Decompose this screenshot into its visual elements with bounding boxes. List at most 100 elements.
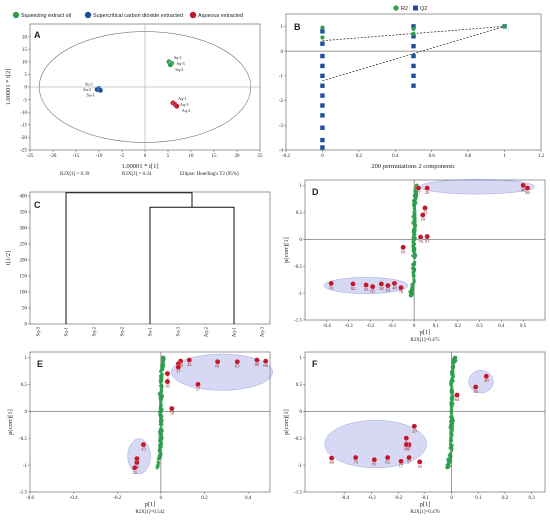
variable-point <box>449 383 453 387</box>
highlight-point <box>520 182 526 189</box>
highlight-point-label: 82 <box>385 460 390 465</box>
y-tick-label: -0.5 <box>19 437 27 442</box>
legend-aq-label: Aqueous extracted <box>198 13 243 19</box>
q2-point <box>411 24 416 29</box>
x-tick-label: -0.2 <box>394 496 402 501</box>
variable-point <box>156 463 160 467</box>
highlight-point <box>417 234 424 240</box>
y-tick-label: -1 <box>298 292 303 297</box>
highlight-point <box>378 281 385 287</box>
x-tick-label: 0.8 <box>465 154 472 159</box>
highlight-point <box>420 212 426 218</box>
variable-point <box>160 420 164 424</box>
y-tick-label: 1 <box>25 356 28 361</box>
y-tick-label: -4 <box>279 149 284 154</box>
highlight-point <box>415 185 422 191</box>
x-tick-label: 0 <box>413 324 416 329</box>
highlight-point <box>369 283 376 290</box>
positive-selection-region <box>419 179 535 195</box>
highlight-point-label: 48 <box>392 285 397 290</box>
x-tick-label: -0.2 <box>282 154 290 159</box>
highlight-point-label: 29 <box>412 428 417 433</box>
y-tick-label: 0 <box>25 323 28 328</box>
x-tick-label: 0.2 <box>201 496 208 501</box>
variable-point <box>450 377 454 381</box>
variable-point <box>408 292 413 296</box>
q2-point <box>320 93 325 98</box>
score-point-label: Sq-1 <box>174 55 182 60</box>
variable-point <box>412 207 417 211</box>
highlight-point-label: 70 <box>329 285 334 290</box>
highlight-point <box>186 357 193 363</box>
y-tick-label: 5 <box>25 73 28 78</box>
y-tick-label: -1 <box>23 464 28 469</box>
panel-e-footer: R2X[1]=0.542 <box>135 510 165 515</box>
y-tick-label: -25 <box>20 149 27 154</box>
highlight-point-label: 69 <box>329 460 334 465</box>
dendrogram-leaf-label: Aq-1 <box>233 327 238 338</box>
highlight-point-label: 80 <box>255 362 260 367</box>
x-tick-label: 0.4 <box>498 324 505 329</box>
highlight-point-label: 42 <box>187 362 192 367</box>
positive-selection-region <box>468 369 494 394</box>
y-tick-label: 0 <box>281 50 284 55</box>
q2-point <box>320 145 325 150</box>
variable-point <box>155 466 159 470</box>
highlight-point <box>400 244 406 251</box>
y-tick-label: 1 <box>300 356 303 361</box>
highlight-point-label: 5 <box>405 440 408 445</box>
highlight-point <box>350 281 356 287</box>
highlight-point-label: 65 <box>370 289 375 294</box>
variable-point <box>412 274 416 278</box>
highlight-point-label: 17 <box>416 190 421 195</box>
variable-point <box>448 442 453 446</box>
dendrogram-leaf-label: Sq-3 <box>37 327 42 337</box>
variable-point <box>162 355 166 359</box>
legend-su-label: Supercritical carbon dioxide extracted <box>93 13 183 19</box>
panel-e-ylabel: p(corr)[1] <box>7 409 14 435</box>
variable-point <box>408 290 413 294</box>
highlight-point <box>175 364 182 370</box>
r2-point <box>320 25 325 30</box>
x-tick-label: 0.2 <box>502 496 509 501</box>
highlight-point <box>398 458 404 465</box>
score-point-label: Aq-3 <box>180 102 189 107</box>
highlight-point-label: 30 <box>165 384 170 389</box>
highlight-point <box>454 392 460 398</box>
highlight-point <box>483 373 490 379</box>
y-tick-label: 0 <box>300 238 303 243</box>
q2-point <box>320 53 325 59</box>
q2-regression-line <box>322 26 505 82</box>
dendrogram-leaf-label: Aq-3 <box>261 327 266 338</box>
x-tick-label: 0.3 <box>529 496 536 501</box>
q2-point <box>320 137 325 143</box>
highlight-point-label: 57 <box>407 460 412 465</box>
panel-d-s-plot: D -0.4 -0.3 -0.2 -0.1 0 0.1 0.2 0.3 0.4 0.5 -1.5 -1… <box>283 179 546 343</box>
panel-a-footer-ellipse: Ellipse: Hotelling's T2 (95%) <box>180 172 239 177</box>
panel-f-ylabel: p(corr)[1] <box>283 409 290 435</box>
panel-b-xlabel: 200 permutations 2 components <box>371 163 455 170</box>
q2-point <box>320 63 325 69</box>
variable-point <box>450 387 454 392</box>
highlight-point <box>195 381 201 388</box>
y-tick-label: -1.5 <box>294 491 302 496</box>
legend-r2-marker <box>393 5 399 11</box>
variable-point <box>156 460 160 464</box>
highlight-point <box>352 454 359 461</box>
legend-q2-marker <box>413 5 418 11</box>
variable-point <box>159 430 163 435</box>
x-tick-label: -10 <box>96 154 103 159</box>
y-tick-label: -2 <box>279 99 284 104</box>
y-tick-label: -3 <box>279 124 284 129</box>
q2-point <box>320 103 325 108</box>
variable-point <box>450 419 454 423</box>
x-tick-label: 0 <box>450 496 453 501</box>
q2-point <box>411 43 416 49</box>
q2-point <box>411 73 416 79</box>
highlight-point-label: 43 <box>141 447 146 452</box>
highlight-point <box>391 280 398 287</box>
x-tick-label: 0 <box>160 496 163 501</box>
variable-point <box>411 281 416 286</box>
highlight-point <box>169 405 175 412</box>
